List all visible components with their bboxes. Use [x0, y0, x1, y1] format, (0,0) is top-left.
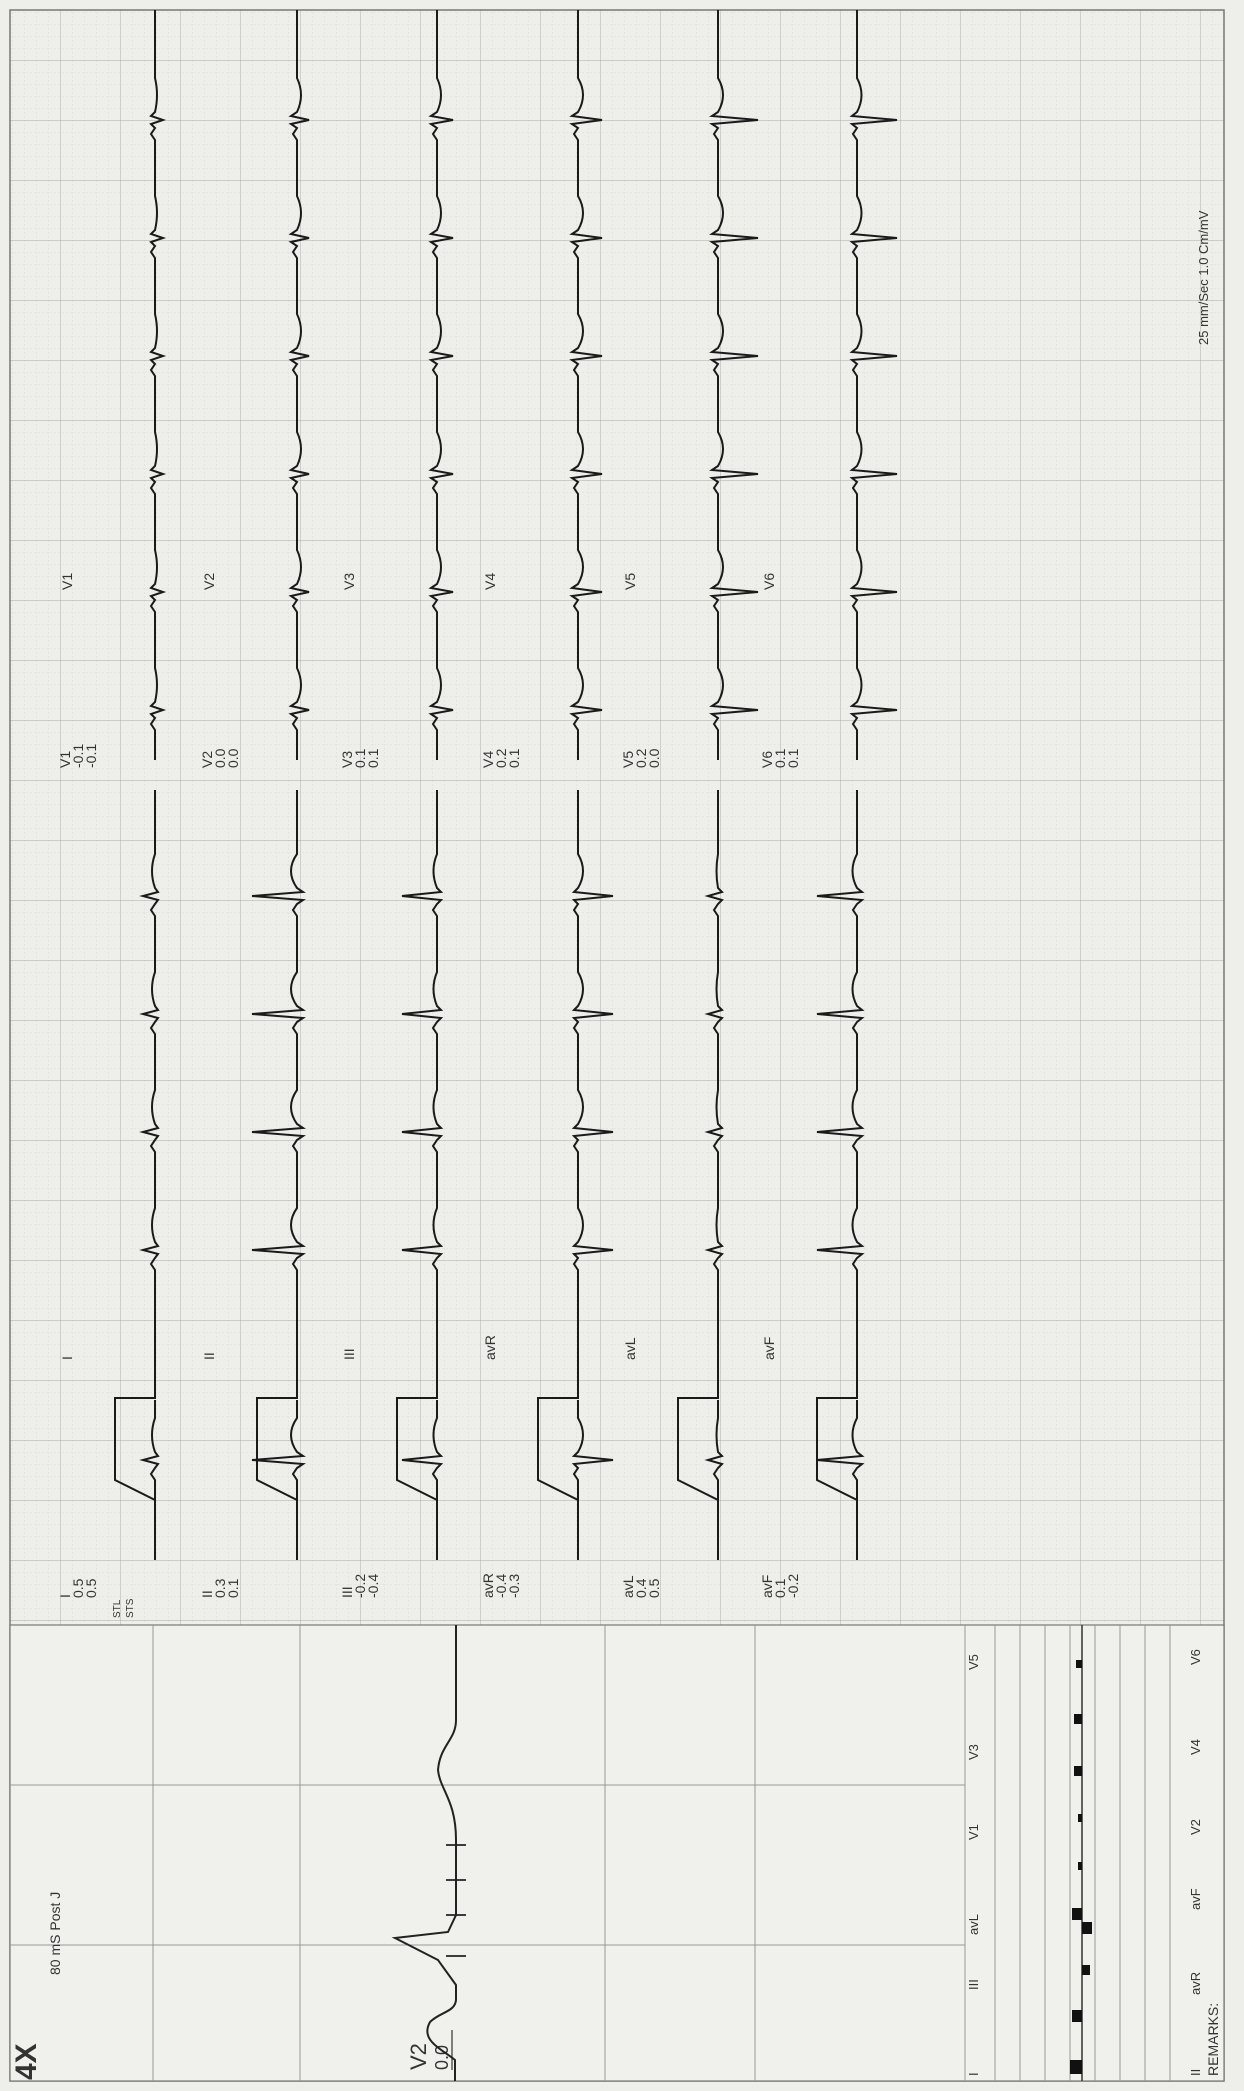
chest-lead-name: V2	[199, 751, 215, 768]
chest-sts-value: 0.1	[365, 748, 381, 768]
limb-sts-value: 0.5	[646, 1578, 662, 1598]
limb-lead-trace	[401, 790, 444, 1300]
limb-lead-complex	[704, 1400, 724, 1510]
bar-label-top-1: III	[966, 1979, 981, 1990]
panel-lead-label: V2	[406, 2043, 431, 2070]
limb-lead-name: avR	[480, 1573, 496, 1598]
ecg-traces	[114, 10, 898, 1560]
limb-stl-value: 0.5	[70, 1578, 86, 1598]
limb-sts-value: -0.3	[506, 1574, 522, 1598]
limb-lead-trace	[139, 790, 160, 1300]
remarks-label: REMARKS:	[1205, 2003, 1221, 2076]
bar-label-top-3: V1	[966, 1824, 981, 1840]
chest-lead-name: V6	[759, 751, 775, 768]
limb-sts-value: -0.2	[785, 1574, 801, 1598]
rhythm-lead-label: avF	[761, 1337, 777, 1360]
chest-lead-trace	[428, 10, 454, 760]
bar-chart-bottom-labels: II avR avF V2 V4 V6	[1188, 1649, 1203, 2076]
limb-lead-trace	[251, 790, 306, 1300]
limb-stl-value: 0.1	[772, 1578, 788, 1598]
rhythm-lead-label: I	[59, 1356, 75, 1360]
bar-label-bottom-1: avR	[1188, 1972, 1203, 1995]
chest-lead-name: V5	[620, 751, 636, 768]
complex-markers	[446, 1844, 466, 1957]
bar-label-bottom-3: V2	[1188, 1819, 1203, 1835]
chest-lead-values: V1-0.1-0.1 V20.00.0 V30.10.1 V40.20.1 V50.20…	[57, 744, 801, 768]
chest-sts-value: 0.1	[785, 748, 801, 768]
limb-lead-name: II	[199, 1590, 215, 1598]
chest-stl-value: -0.1	[70, 744, 86, 768]
limb-stl-value: 0.3	[212, 1578, 228, 1598]
limb-lead-trace	[704, 790, 724, 1300]
chest-lead-trace	[569, 10, 603, 760]
chest-sts-value: 0.0	[225, 748, 241, 768]
limb-lead-values: I0.50.5 II0.30.1 III-0.2-0.4 avR-0.4-0.3 avL…	[57, 1573, 801, 1598]
limb-lead-name: I	[57, 1594, 73, 1598]
bar-label-bottom-5: V6	[1188, 1649, 1203, 1665]
st-bar-chart	[994, 1625, 1171, 2081]
chest-rhythm-lead-label: V2	[201, 573, 217, 590]
chest-sts-value: -0.1	[83, 744, 99, 768]
chest-stl-value: 0.1	[772, 748, 788, 768]
chest-lead-trace	[288, 10, 310, 760]
bar-label-bottom-4: V4	[1188, 1739, 1203, 1755]
bar-label-top-0: I	[966, 2072, 981, 2076]
chest-rhythm-lead-label: V3	[341, 573, 357, 590]
scale-label: 25 mm/Sec 1.0 Cm/mV	[1196, 210, 1211, 345]
limb-sts-value: 0.5	[83, 1578, 99, 1598]
st-row-labels: STL STS	[112, 1598, 136, 1618]
rhythm-lead-label: II	[201, 1352, 217, 1360]
limb-lead-complex	[571, 1400, 614, 1510]
chest-lead-name: V3	[339, 751, 355, 768]
limb-lead-trace	[816, 790, 865, 1300]
st-panel	[9, 1624, 1225, 2082]
rhythm-lead-label: avR	[482, 1335, 498, 1360]
limb-stl-value: 0.4	[633, 1578, 649, 1598]
chest-stl-value: 0.1	[352, 748, 368, 768]
chest-lead-trace	[849, 10, 898, 760]
bar-label-bottom-0: II	[1188, 2069, 1203, 2076]
stl-label: STL	[112, 1599, 123, 1618]
chest-lead-trace	[709, 10, 759, 760]
bar-chart-top-labels: I III avL V1 V3 V5	[966, 1654, 981, 2076]
limb-lead-trace	[571, 790, 614, 1300]
rhythm-lead-label: avL	[622, 1337, 638, 1360]
limb-lead-complex	[139, 1400, 160, 1510]
limb-lead-complex	[251, 1400, 306, 1510]
panel-value: 0.0	[432, 2045, 452, 2070]
averaged-complex-trace	[391, 1625, 457, 2081]
zoom-label: 4X	[10, 2043, 43, 2080]
st-panel-grid	[10, 1625, 966, 2081]
bar-label-top-4: V3	[966, 1744, 981, 1760]
limb-stl-value: -0.4	[493, 1574, 509, 1598]
limb-lead-name: III	[339, 1586, 355, 1598]
limb-lead-name: avF	[759, 1575, 775, 1598]
chest-lead-name: V1	[57, 751, 73, 768]
chest-sts-value: 0.1	[506, 748, 522, 768]
chest-rhythm-lead-label: V1	[59, 573, 75, 590]
limb-lead-complex	[401, 1400, 444, 1510]
bar-label-top-2: avL	[966, 1914, 981, 1935]
panel-title: 80 mS Post J	[47, 1892, 63, 1975]
limb-lead-name: avL	[620, 1575, 636, 1598]
chest-lead-name: V4	[480, 751, 496, 768]
chest-rhythm-lead-label: V5	[622, 573, 638, 590]
chest-lead-trace	[149, 10, 167, 760]
bar-label-bottom-2: avF	[1188, 1888, 1203, 1910]
chest-rhythm-lead-label: V6	[761, 573, 777, 590]
chest-stl-value: 0.2	[493, 748, 509, 768]
chest-rhythm-lead-label: V4	[482, 573, 498, 590]
limb-sts-value: 0.1	[225, 1578, 241, 1598]
limb-lead-complex	[816, 1400, 865, 1510]
chest-stl-value: 0.2	[633, 748, 649, 768]
limb-stl-value: -0.2	[352, 1574, 368, 1598]
limb-sts-value: -0.4	[365, 1574, 381, 1598]
bar-label-top-5: V5	[966, 1654, 981, 1670]
rhythm-lead-label: III	[341, 1348, 357, 1360]
chest-stl-value: 0.0	[212, 748, 228, 768]
sts-label: STS	[125, 1598, 136, 1618]
chest-sts-value: 0.0	[646, 748, 662, 768]
